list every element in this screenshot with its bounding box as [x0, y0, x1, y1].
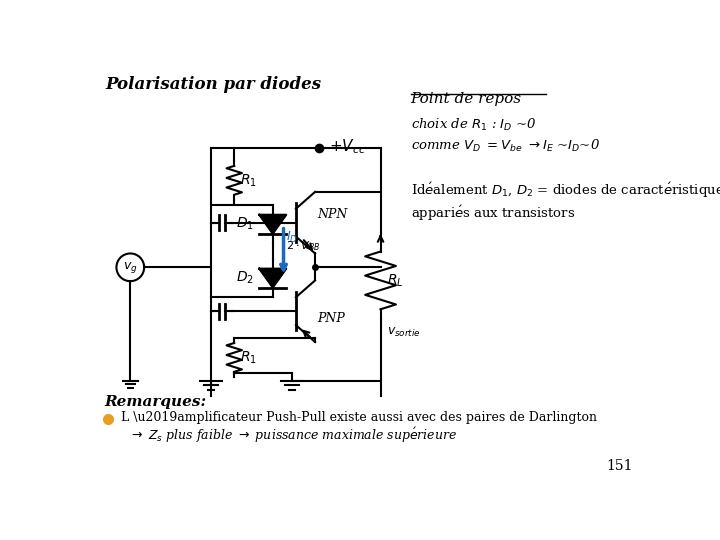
Polygon shape [259, 269, 287, 287]
Text: $v_{sortie}$: $v_{sortie}$ [387, 326, 420, 339]
Text: Id$\acute{e}$alement $D_1$, $D_2$ = diodes de caract$\acute{e}$ristiques: Id$\acute{e}$alement $D_1$, $D_2$ = diod… [410, 181, 720, 200]
Text: $R_L$: $R_L$ [387, 272, 403, 288]
Text: $\rightarrow$ $Z_s$ plus faible $\rightarrow$ puissance maximale sup$\acute{e}$r: $\rightarrow$ $Z_s$ plus faible $\righta… [130, 426, 458, 445]
Text: $D_2$: $D_2$ [236, 270, 254, 286]
Text: $R_1$: $R_1$ [240, 172, 257, 188]
Text: L \u2019amplificateur Push-Pull existe aussi avec des paires de Darlington: L \u2019amplificateur Push-Pull existe a… [121, 411, 597, 424]
Text: 151: 151 [606, 459, 632, 473]
Text: Remarques:: Remarques: [104, 395, 206, 409]
Text: $I_D$: $I_D$ [286, 231, 298, 246]
Text: choix de $R_1$ : $I_D$ ~0: choix de $R_1$ : $I_D$ ~0 [410, 117, 536, 133]
Text: $R_1$: $R_1$ [240, 349, 257, 366]
Text: $+V_{cc}$: $+V_{cc}$ [329, 137, 366, 156]
Text: PNP: PNP [318, 313, 345, 326]
Text: $D_1$: $D_1$ [236, 216, 254, 232]
Polygon shape [259, 215, 287, 234]
Text: comme $V_D$ $=V_{be}$ $\rightarrow$$I_E$ ~$I_D$~0: comme $V_D$ $=V_{be}$ $\rightarrow$$I_E$… [410, 138, 600, 154]
Text: $2 \cdot V_{BB}$: $2 \cdot V_{BB}$ [286, 240, 320, 253]
Text: NPN: NPN [318, 208, 348, 221]
Text: Point de repos: Point de repos [410, 92, 522, 106]
Text: appari$\acute{e}$s aux transistors: appari$\acute{e}$s aux transistors [410, 204, 575, 223]
Text: Polarisation par diodes: Polarisation par diodes [106, 76, 322, 93]
Text: $v_g$: $v_g$ [123, 260, 138, 275]
